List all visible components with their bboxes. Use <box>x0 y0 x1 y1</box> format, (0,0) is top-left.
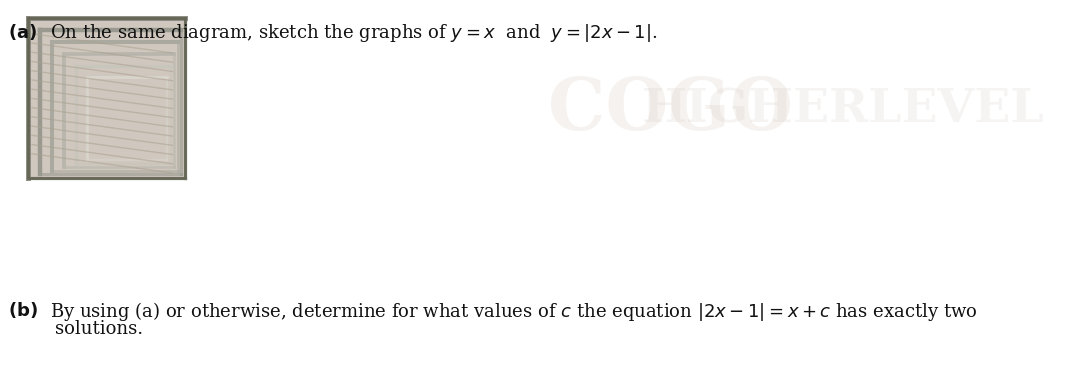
Text: COGO: COGO <box>548 74 792 145</box>
Text: solutions.: solutions. <box>55 320 143 338</box>
Bar <box>28 18 185 178</box>
Text: On the same diagram, sketch the graphs of $y=x$  and  $y=|2x-1|$.: On the same diagram, sketch the graphs o… <box>50 22 657 44</box>
Text: By using (a) or otherwise, determine for what values of $c$ the equation $|2x-1|: By using (a) or otherwise, determine for… <box>50 300 977 323</box>
Text: HIGHERLEVEL: HIGHERLEVEL <box>642 87 1044 133</box>
Text: $\mathbf{(a)}$: $\mathbf{(a)}$ <box>8 22 37 42</box>
Text: $\mathbf{(b)}$: $\mathbf{(b)}$ <box>8 300 38 320</box>
Bar <box>28 18 185 178</box>
